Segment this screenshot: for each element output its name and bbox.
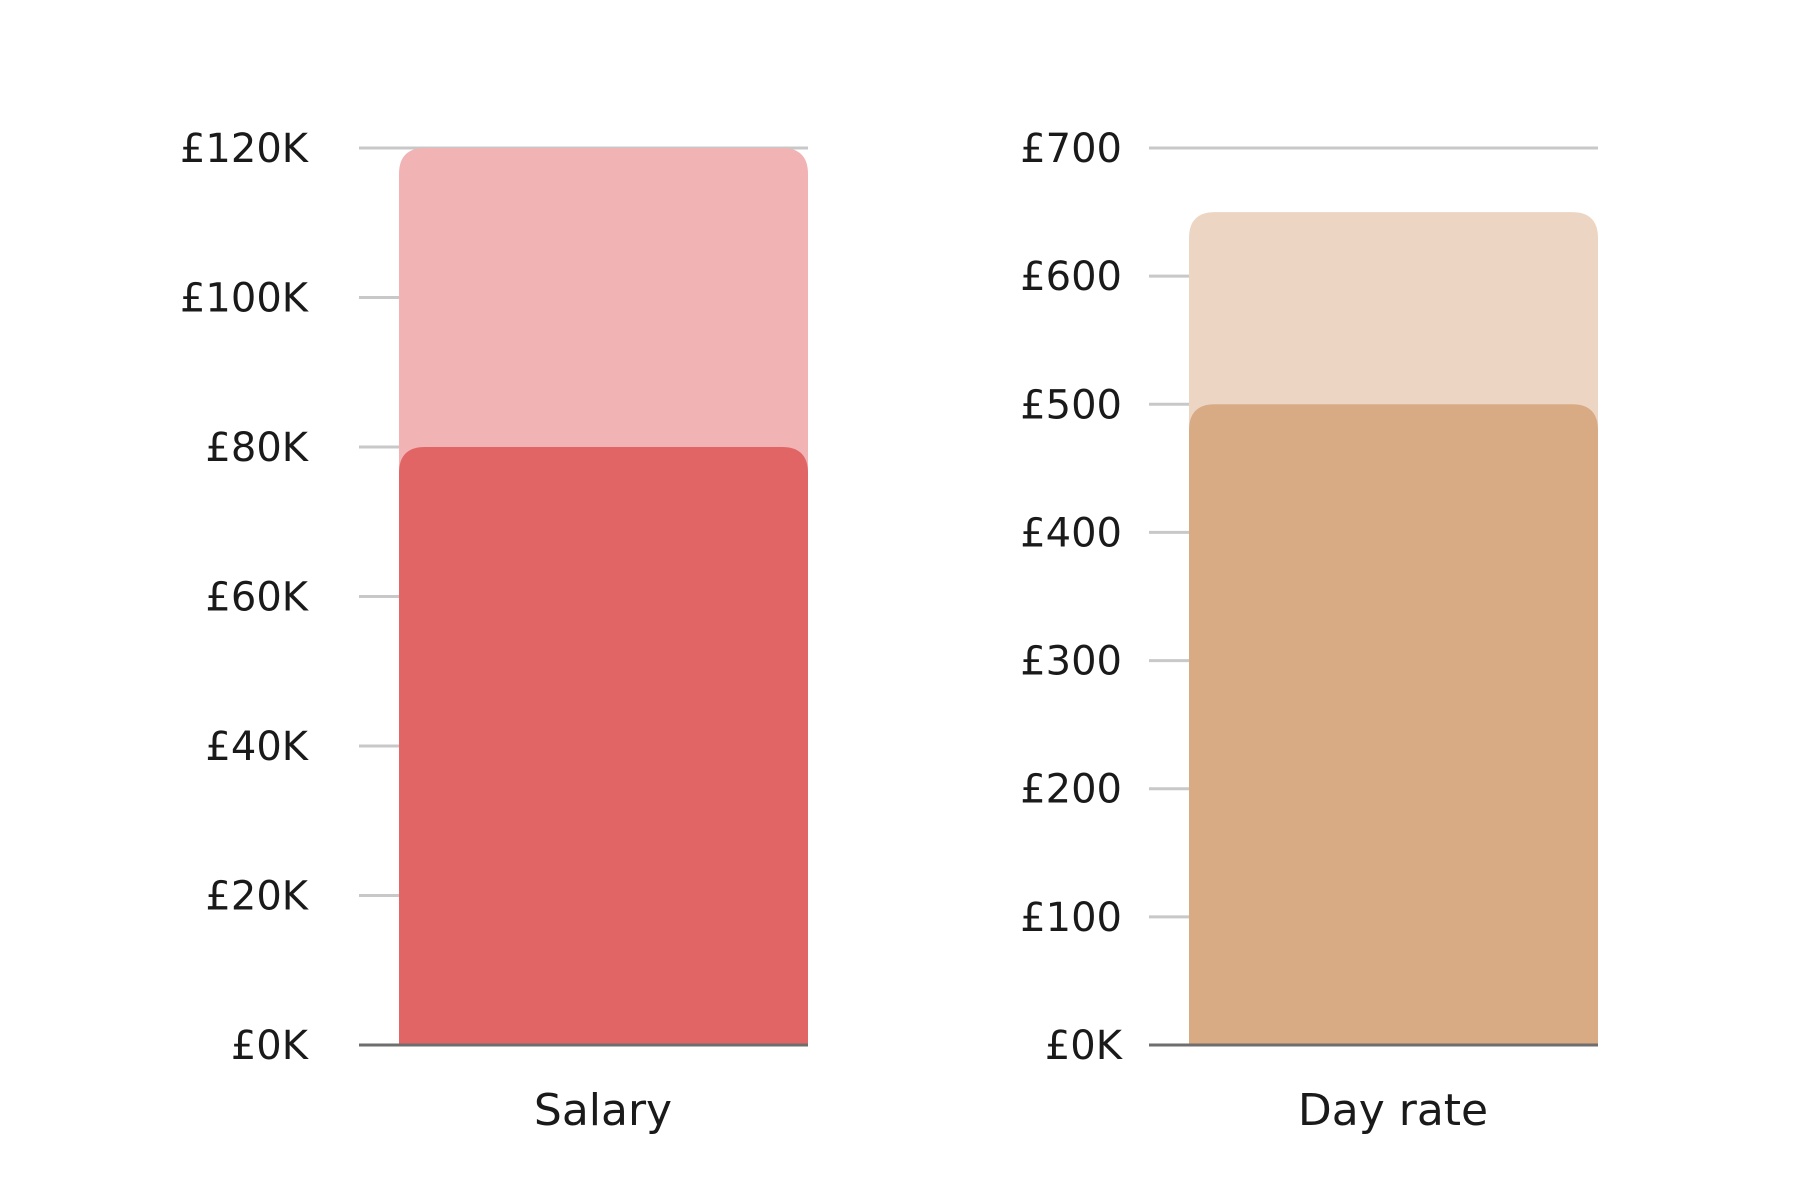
y-tick-label: £600 <box>1020 254 1122 300</box>
y-tick-label: £20K <box>205 874 309 920</box>
y-tick-label: £200 <box>1020 767 1122 813</box>
y-tick-label: £500 <box>1020 382 1122 428</box>
y-tick-label: £0K <box>1045 1023 1124 1069</box>
salary-chart-panel: £0K £20K £40K £60K £80K £100K £120K Salary <box>180 126 808 1136</box>
y-tick-label: £100K <box>180 276 310 322</box>
day-rate-chart-panel: £0K £100 £200 £300 £400 £500 £600 £700 Day rate <box>1020 126 1598 1136</box>
y-tick-label: £60K <box>205 575 309 621</box>
category-label: Day rate <box>1298 1085 1488 1136</box>
y-tick-label: £0K <box>231 1023 310 1069</box>
y-tick-label: £80K <box>205 425 309 471</box>
y-tick-label: £120K <box>180 126 310 172</box>
bar-front <box>1189 404 1598 1045</box>
y-tick-label: £400 <box>1020 510 1122 556</box>
y-tick-label: £40K <box>205 724 309 770</box>
bar-front <box>399 447 808 1045</box>
y-tick-label: £300 <box>1020 639 1122 685</box>
y-tick-label: £700 <box>1020 126 1122 172</box>
y-tick-label: £100 <box>1020 895 1122 941</box>
category-label: Salary <box>534 1085 672 1136</box>
